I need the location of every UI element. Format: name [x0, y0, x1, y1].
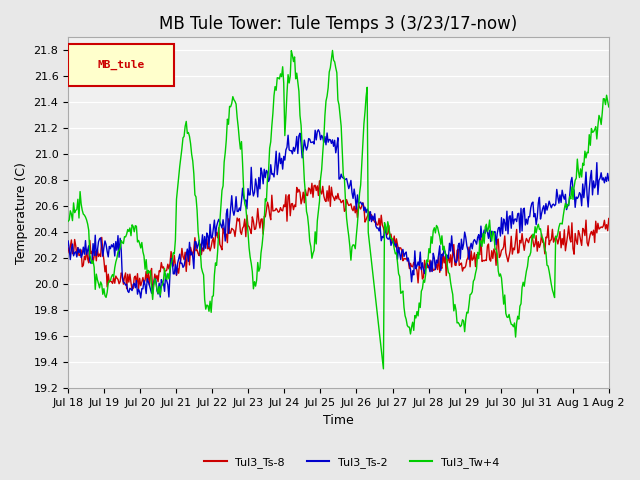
Title: MB Tule Tower: Tule Temps 3 (3/23/17-now): MB Tule Tower: Tule Temps 3 (3/23/17-now… — [159, 15, 518, 33]
X-axis label: Time: Time — [323, 414, 354, 427]
Y-axis label: Temperature (C): Temperature (C) — [15, 162, 28, 264]
Text: MB_tule: MB_tule — [97, 60, 145, 70]
Legend: Tul3_Ts-8, Tul3_Ts-2, Tul3_Tw+4: Tul3_Ts-8, Tul3_Ts-2, Tul3_Tw+4 — [200, 452, 504, 472]
FancyBboxPatch shape — [68, 44, 173, 86]
